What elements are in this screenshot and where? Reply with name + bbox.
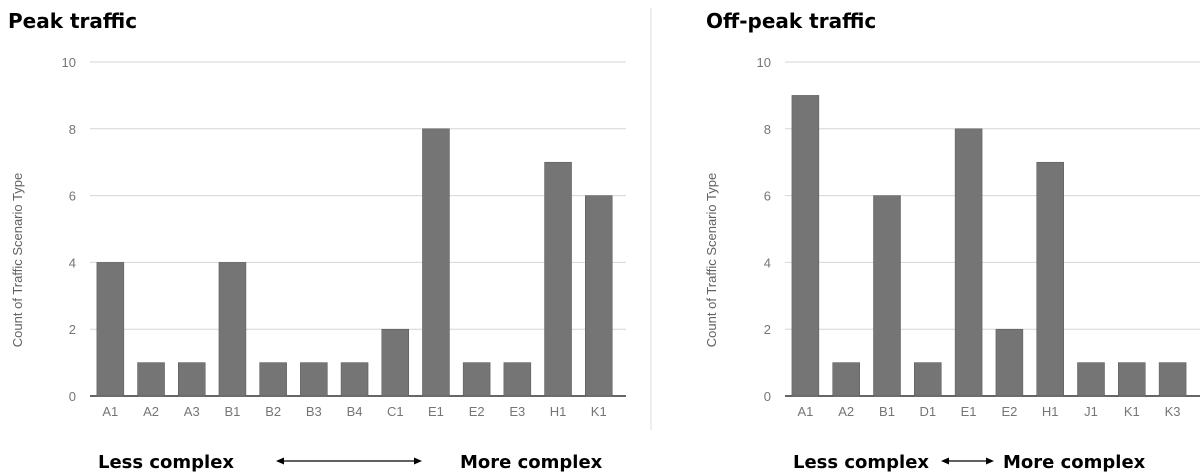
y-axis-label-offpeak: Count of Traffic Scenario Type xyxy=(704,173,719,347)
bars-offpeak xyxy=(791,95,1187,397)
x-tick-label: K1 xyxy=(1124,404,1140,419)
bar-b1 xyxy=(873,195,901,397)
x-tick-label: K1 xyxy=(591,404,607,419)
bar-h1 xyxy=(1036,161,1064,397)
bar-b4 xyxy=(340,362,369,397)
x-tick-label: E1 xyxy=(428,404,444,419)
less-complex-label-offpeak: Less complex xyxy=(793,452,929,473)
chart-title-peak: Peak traffic xyxy=(8,9,137,33)
x-tick-label: A1 xyxy=(102,404,118,419)
x-tick-label: B4 xyxy=(347,404,363,419)
y-tick-label: 10 xyxy=(757,55,771,70)
y-axis-label-peak: Count of Traffic Scenario Type xyxy=(10,173,25,347)
y-tick-label: 0 xyxy=(764,389,771,404)
x-ticks-peak: A1 A2 A3 B1 B2 B3 B4 C1 E1 E2 E3 H1 K1 xyxy=(102,404,606,419)
bar-b3 xyxy=(300,362,328,397)
y-tick-label: 8 xyxy=(69,122,76,137)
x-tick-label: J1 xyxy=(1084,404,1098,419)
x-tick-label: H1 xyxy=(550,404,567,419)
bar-e2 xyxy=(462,362,491,397)
bar-a3 xyxy=(178,362,206,397)
y-tick-label: 6 xyxy=(69,189,76,204)
chart-title-offpeak: Off-peak traffic xyxy=(706,9,876,33)
x-tick-label: H1 xyxy=(1042,404,1059,419)
x-tick-label: D1 xyxy=(919,404,936,419)
x-tick-label: A2 xyxy=(143,404,159,419)
more-complex-label-peak: More complex xyxy=(460,452,603,473)
x-tick-label: E2 xyxy=(469,404,485,419)
bar-k3 xyxy=(1158,362,1187,397)
bar-e2 xyxy=(995,328,1024,397)
x-tick-label: B1 xyxy=(879,404,895,419)
x-tick-label: B3 xyxy=(306,404,322,419)
x-tick-label: C1 xyxy=(387,404,404,419)
bar-k1 xyxy=(585,195,613,397)
bar-h1 xyxy=(544,161,572,397)
bar-e3 xyxy=(503,362,532,397)
x-tick-label: A1 xyxy=(797,404,813,419)
x-tick-label: B1 xyxy=(224,404,240,419)
bar-k1 xyxy=(1118,362,1146,397)
gridlines-offpeak xyxy=(785,61,1200,397)
y-tick-label: 4 xyxy=(764,255,771,270)
x-ticks-offpeak: A1 A2 B1 D1 E1 E2 H1 J1 K1 K3 xyxy=(797,404,1180,419)
bar-b1 xyxy=(218,262,247,397)
y-ticks-offpeak: 0 2 4 6 8 10 xyxy=(757,55,771,404)
x-tick-label: E2 xyxy=(1001,404,1017,419)
y-tick-label: 0 xyxy=(69,389,76,404)
x-tick-label: A3 xyxy=(184,404,200,419)
gridlines-peak xyxy=(90,61,626,397)
bar-a2 xyxy=(137,362,165,397)
bar-a1 xyxy=(791,95,820,397)
y-tick-label: 8 xyxy=(764,122,771,137)
y-ticks-peak: 0 2 4 6 8 10 xyxy=(62,55,76,404)
y-tick-label: 6 xyxy=(764,189,771,204)
bar-e1 xyxy=(954,128,983,397)
bars-peak xyxy=(96,128,613,397)
bar-a2 xyxy=(832,362,860,397)
x-tick-label: A2 xyxy=(838,404,854,419)
x-tick-label: B2 xyxy=(265,404,281,419)
complexity-arrow-peak xyxy=(276,457,422,465)
x-tick-label: K3 xyxy=(1165,404,1181,419)
y-tick-label: 10 xyxy=(62,55,76,70)
chart-peak: Peak traffic Count of Traffic Scenario T… xyxy=(8,9,626,473)
y-tick-label: 4 xyxy=(69,255,76,270)
bar-e1 xyxy=(422,128,450,397)
y-tick-label: 2 xyxy=(69,322,76,337)
complexity-arrow-offpeak xyxy=(941,457,994,465)
bar-j1 xyxy=(1077,362,1105,397)
x-tick-label: E3 xyxy=(509,404,525,419)
bar-c1 xyxy=(381,328,409,397)
chart-offpeak: Off-peak traffic Count of Traffic Scenar… xyxy=(704,9,1200,473)
less-complex-label-peak: Less complex xyxy=(98,452,234,473)
x-tick-label: E1 xyxy=(961,404,977,419)
bar-d1 xyxy=(914,362,942,397)
more-complex-label-offpeak: More complex xyxy=(1003,452,1146,473)
bar-a1 xyxy=(96,262,125,397)
y-tick-label: 2 xyxy=(764,322,771,337)
bar-b2 xyxy=(259,362,287,397)
